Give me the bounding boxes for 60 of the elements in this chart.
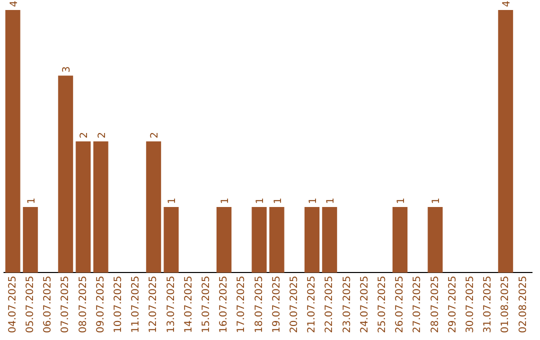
bar bbox=[146, 141, 162, 273]
x-tick-label: 27.07.2025 bbox=[412, 276, 424, 334]
bar bbox=[93, 141, 108, 273]
data-label: 1 bbox=[220, 198, 231, 204]
bar bbox=[269, 207, 284, 273]
x-tick-label: 26.07.2025 bbox=[394, 276, 406, 334]
data-label: 1 bbox=[255, 198, 266, 204]
x-tick-label: 23.07.2025 bbox=[342, 276, 353, 334]
x-tick-label: 20.07.2025 bbox=[288, 276, 300, 334]
bar bbox=[164, 207, 179, 273]
bar bbox=[216, 207, 232, 273]
x-tick-label: 17.07.2025 bbox=[236, 276, 248, 334]
x-tick-label: 11.07.2025 bbox=[130, 276, 142, 334]
x-tick-label: 06.07.2025 bbox=[42, 276, 54, 334]
bar bbox=[58, 76, 74, 273]
bar bbox=[252, 207, 267, 273]
bar bbox=[76, 141, 91, 273]
data-label: 1 bbox=[272, 198, 284, 204]
data-label: 1 bbox=[167, 198, 178, 204]
bar bbox=[5, 10, 20, 273]
x-tick-label: 31.07.2025 bbox=[482, 276, 494, 334]
x-tick-label: 13.07.2025 bbox=[166, 276, 177, 334]
x-tick-label: 21.07.2025 bbox=[306, 276, 318, 334]
x-tick-label: 30.07.2025 bbox=[464, 276, 476, 334]
x-tick-label: 01.08.2025 bbox=[500, 276, 512, 334]
bar bbox=[22, 207, 38, 273]
bar bbox=[392, 207, 408, 273]
x-tick-label: 05.07.2025 bbox=[24, 276, 36, 334]
bar bbox=[428, 207, 443, 273]
x-tick-label: 15.07.2025 bbox=[200, 276, 212, 334]
data-label: 4 bbox=[502, 0, 513, 7]
x-tick-label: 28.07.2025 bbox=[430, 276, 441, 334]
bar bbox=[498, 10, 514, 273]
x-tick-label: 25.07.2025 bbox=[376, 276, 388, 334]
x-tick-label: 14.07.2025 bbox=[183, 276, 194, 334]
x-tick-label: 10.07.2025 bbox=[112, 276, 124, 334]
data-label: 1 bbox=[326, 198, 337, 204]
data-label: 3 bbox=[62, 66, 73, 73]
data-label: 1 bbox=[26, 198, 38, 204]
x-tick-label: 04.07.2025 bbox=[7, 276, 18, 334]
data-label: 4 bbox=[8, 0, 20, 7]
data-label: 2 bbox=[150, 132, 161, 138]
x-tick-label: 16.07.2025 bbox=[218, 276, 230, 334]
x-tick-label: 22.07.2025 bbox=[324, 276, 336, 334]
x-tick-label: 12.07.2025 bbox=[148, 276, 160, 334]
x-tick-label: 24.07.2025 bbox=[359, 276, 370, 334]
bar bbox=[322, 207, 338, 273]
x-tick-label: 29.07.2025 bbox=[447, 276, 458, 334]
x-tick-label: 18.07.2025 bbox=[254, 276, 265, 334]
x-tick-label: 07.07.2025 bbox=[60, 276, 72, 334]
bar bbox=[304, 207, 320, 273]
data-label: 1 bbox=[308, 198, 319, 204]
x-tick-label: 19.07.2025 bbox=[271, 276, 282, 334]
data-label: 2 bbox=[96, 132, 108, 138]
x-tick-label: 09.07.2025 bbox=[95, 276, 106, 334]
data-label: 1 bbox=[431, 198, 442, 204]
x-tick-label: 02.08.2025 bbox=[518, 276, 529, 334]
data-label: 2 bbox=[79, 132, 90, 138]
data-label: 1 bbox=[396, 198, 407, 204]
x-tick-label: 08.07.2025 bbox=[78, 276, 89, 334]
